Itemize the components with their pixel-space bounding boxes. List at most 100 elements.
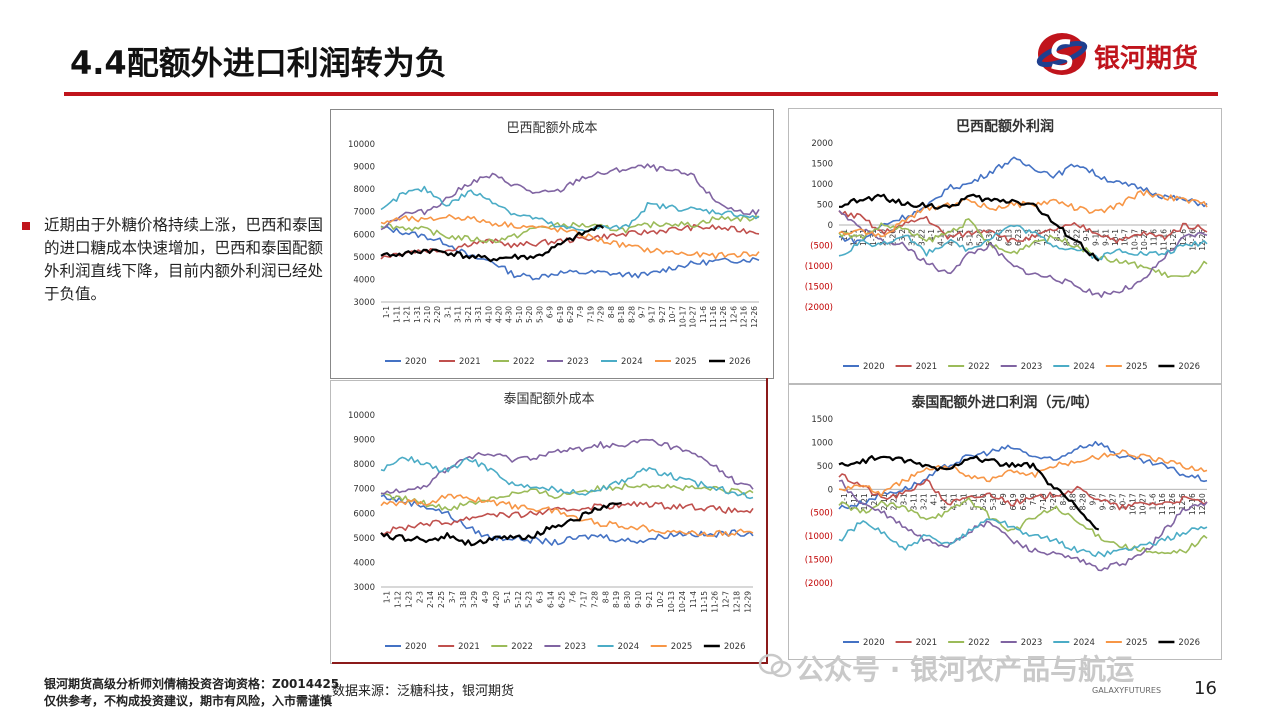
legend-label: 2021 — [459, 357, 481, 367]
chart-title: 巴西配额外利润 — [956, 118, 1054, 135]
y-tick-label: 1500 — [811, 415, 833, 425]
series-line-2024 — [838, 224, 1208, 261]
y-tick-label: 7000 — [353, 208, 375, 218]
series-line-2020 — [838, 440, 1208, 510]
series-line-2023 — [838, 210, 1208, 298]
legend-label: 2024 — [1073, 362, 1095, 372]
x-tick-label: 12-18 — [733, 591, 742, 613]
x-tick-label: 10-17 — [678, 306, 687, 328]
series-line-2020 — [380, 225, 760, 281]
analyst-disclaimer: 银河期货高级分析师刘倩楠投资咨询资格：Z0014425 仅供参考，不构成投资建议… — [44, 676, 339, 710]
x-tick-label: 4-9 — [481, 591, 490, 603]
y-tick-label: 2000 — [811, 139, 833, 149]
x-tick-label: 9-17 — [648, 306, 657, 323]
x-tick-label: 3-29 — [470, 591, 479, 608]
chart-title: 泰国配额外成本 — [503, 392, 594, 407]
x-tick-label: 11-6 — [699, 306, 708, 323]
x-tick-label: 8-8 — [601, 591, 610, 603]
x-tick-label: 8-2 — [1053, 229, 1062, 241]
legend-label: 2020 — [405, 642, 427, 652]
x-tick-label: 1-21 — [860, 493, 869, 510]
x-tick-label: 12-6 — [1178, 493, 1187, 510]
bullet-marker — [22, 222, 30, 230]
x-tick-label: 1-11 — [850, 493, 859, 510]
x-tick-label: 3-1 — [443, 306, 452, 318]
x-tick-label: 2-20 — [888, 229, 897, 246]
x-tick-label: 10-17 — [1130, 229, 1139, 251]
x-tick-label: 7-19 — [1039, 493, 1048, 510]
y-tick-label: 9000 — [353, 163, 375, 173]
x-tick-label: 5-12 — [514, 591, 523, 608]
x-tick-label: 1-1 — [840, 493, 849, 505]
x-tick-label: 7-23 — [1043, 229, 1052, 246]
series-line-2022 — [380, 215, 760, 244]
x-tick-label: 7-9 — [576, 306, 585, 318]
x-tick-label: 6-3 — [536, 591, 545, 603]
x-tick-label: 9-11 — [1092, 229, 1101, 246]
series-line-2021 — [380, 501, 754, 536]
panel-divider — [766, 378, 768, 664]
series-line-2026 — [380, 502, 622, 547]
y-tick-label: 5000 — [353, 534, 375, 544]
series-line-2026 — [838, 455, 1100, 531]
y-tick-label: 5000 — [353, 253, 375, 263]
y-tick-label: 6000 — [353, 509, 375, 519]
legend-label: 2022 — [513, 357, 535, 367]
x-tick-label: 6-14 — [547, 591, 556, 608]
x-tick-label: 7-17 — [579, 591, 588, 608]
y-tick-label: 0 — [828, 221, 833, 231]
legend-label: 2020 — [405, 357, 427, 367]
y-tick-label: 1500 — [811, 160, 833, 170]
x-tick-label: 9-27 — [1109, 493, 1118, 510]
chart-thailand-cost: 泰国配额外成本 10000 9000 8000 7000 6000 5000 4000 3000… — [330, 380, 768, 664]
galaxy-logo-icon — [1036, 33, 1088, 75]
x-tick-label: 12-6 — [729, 306, 738, 323]
x-tick-label: 3-7 — [448, 591, 457, 603]
legend-label: 2025 — [671, 642, 693, 652]
chart-title: 巴西配额外成本 — [506, 121, 597, 136]
x-tick-label: 5-20 — [975, 229, 984, 246]
legend-label: 2026 — [1178, 638, 1200, 648]
y-tick-label: 1000 — [811, 180, 833, 190]
x-tick-label: 4-1 — [927, 229, 936, 241]
watermark-text: 公众号 · 银河农产品与航运 — [796, 648, 1134, 688]
legend-label: 2023 — [564, 642, 586, 652]
x-tick-label: 1-11 — [850, 229, 859, 246]
y-tick-label: (2000) — [805, 579, 833, 589]
page-title: 4.4配额外进口利润转为负 — [70, 44, 447, 82]
x-tick-label: 6-9 — [546, 306, 555, 318]
x-tick-label: 7-9 — [1029, 493, 1038, 505]
x-tick-label: 10-1 — [1111, 229, 1120, 246]
x-tick-label: 1-31 — [869, 229, 878, 246]
series-line-2025 — [380, 214, 760, 260]
x-tick-label: 1-31 — [413, 306, 422, 323]
series-line-2023 — [838, 479, 1208, 572]
y-tick-label: 500 — [817, 462, 833, 472]
series-line-2020 — [838, 156, 1208, 244]
legend-label: 2024 — [1073, 638, 1095, 648]
x-tick-label: 5-23 — [525, 591, 534, 608]
chart-title: 泰国配额外进口利润（元/吨） — [910, 394, 1098, 411]
legend-label: 2020 — [863, 638, 885, 648]
x-tick-label: 10-27 — [1140, 229, 1149, 251]
legend-label: 2023 — [567, 357, 589, 367]
y-tick-label: 3000 — [353, 583, 375, 593]
x-tick-label: 4-21 — [946, 229, 955, 246]
x-tick-label: 11-26 — [711, 591, 720, 613]
legend-label: 2026 — [1178, 362, 1200, 372]
chart-svg: 巴西配额外成本 10000 9000 8000 7000 6000 5000 4000 3000… — [348, 121, 760, 367]
company-name: 银河期货 — [1094, 44, 1199, 74]
y-tick-label: (500) — [810, 242, 833, 252]
legend-label: 2022 — [968, 362, 990, 372]
y-tick-label: 1000 — [811, 438, 833, 448]
x-tick-label: 6-25 — [558, 591, 567, 608]
y-tick-label: (1500) — [805, 556, 833, 566]
x-tick-label: 4-10 — [484, 306, 493, 323]
company-logo: 银河期货 — [1036, 30, 1226, 78]
series-line-2024 — [380, 456, 754, 500]
series-line-2022 — [380, 482, 754, 511]
x-tick-label: 5-11 — [966, 229, 975, 246]
legend-label: 2021 — [458, 642, 480, 652]
x-tick-label: 7-6 — [568, 591, 577, 603]
y-tick-label: (1500) — [805, 283, 833, 293]
